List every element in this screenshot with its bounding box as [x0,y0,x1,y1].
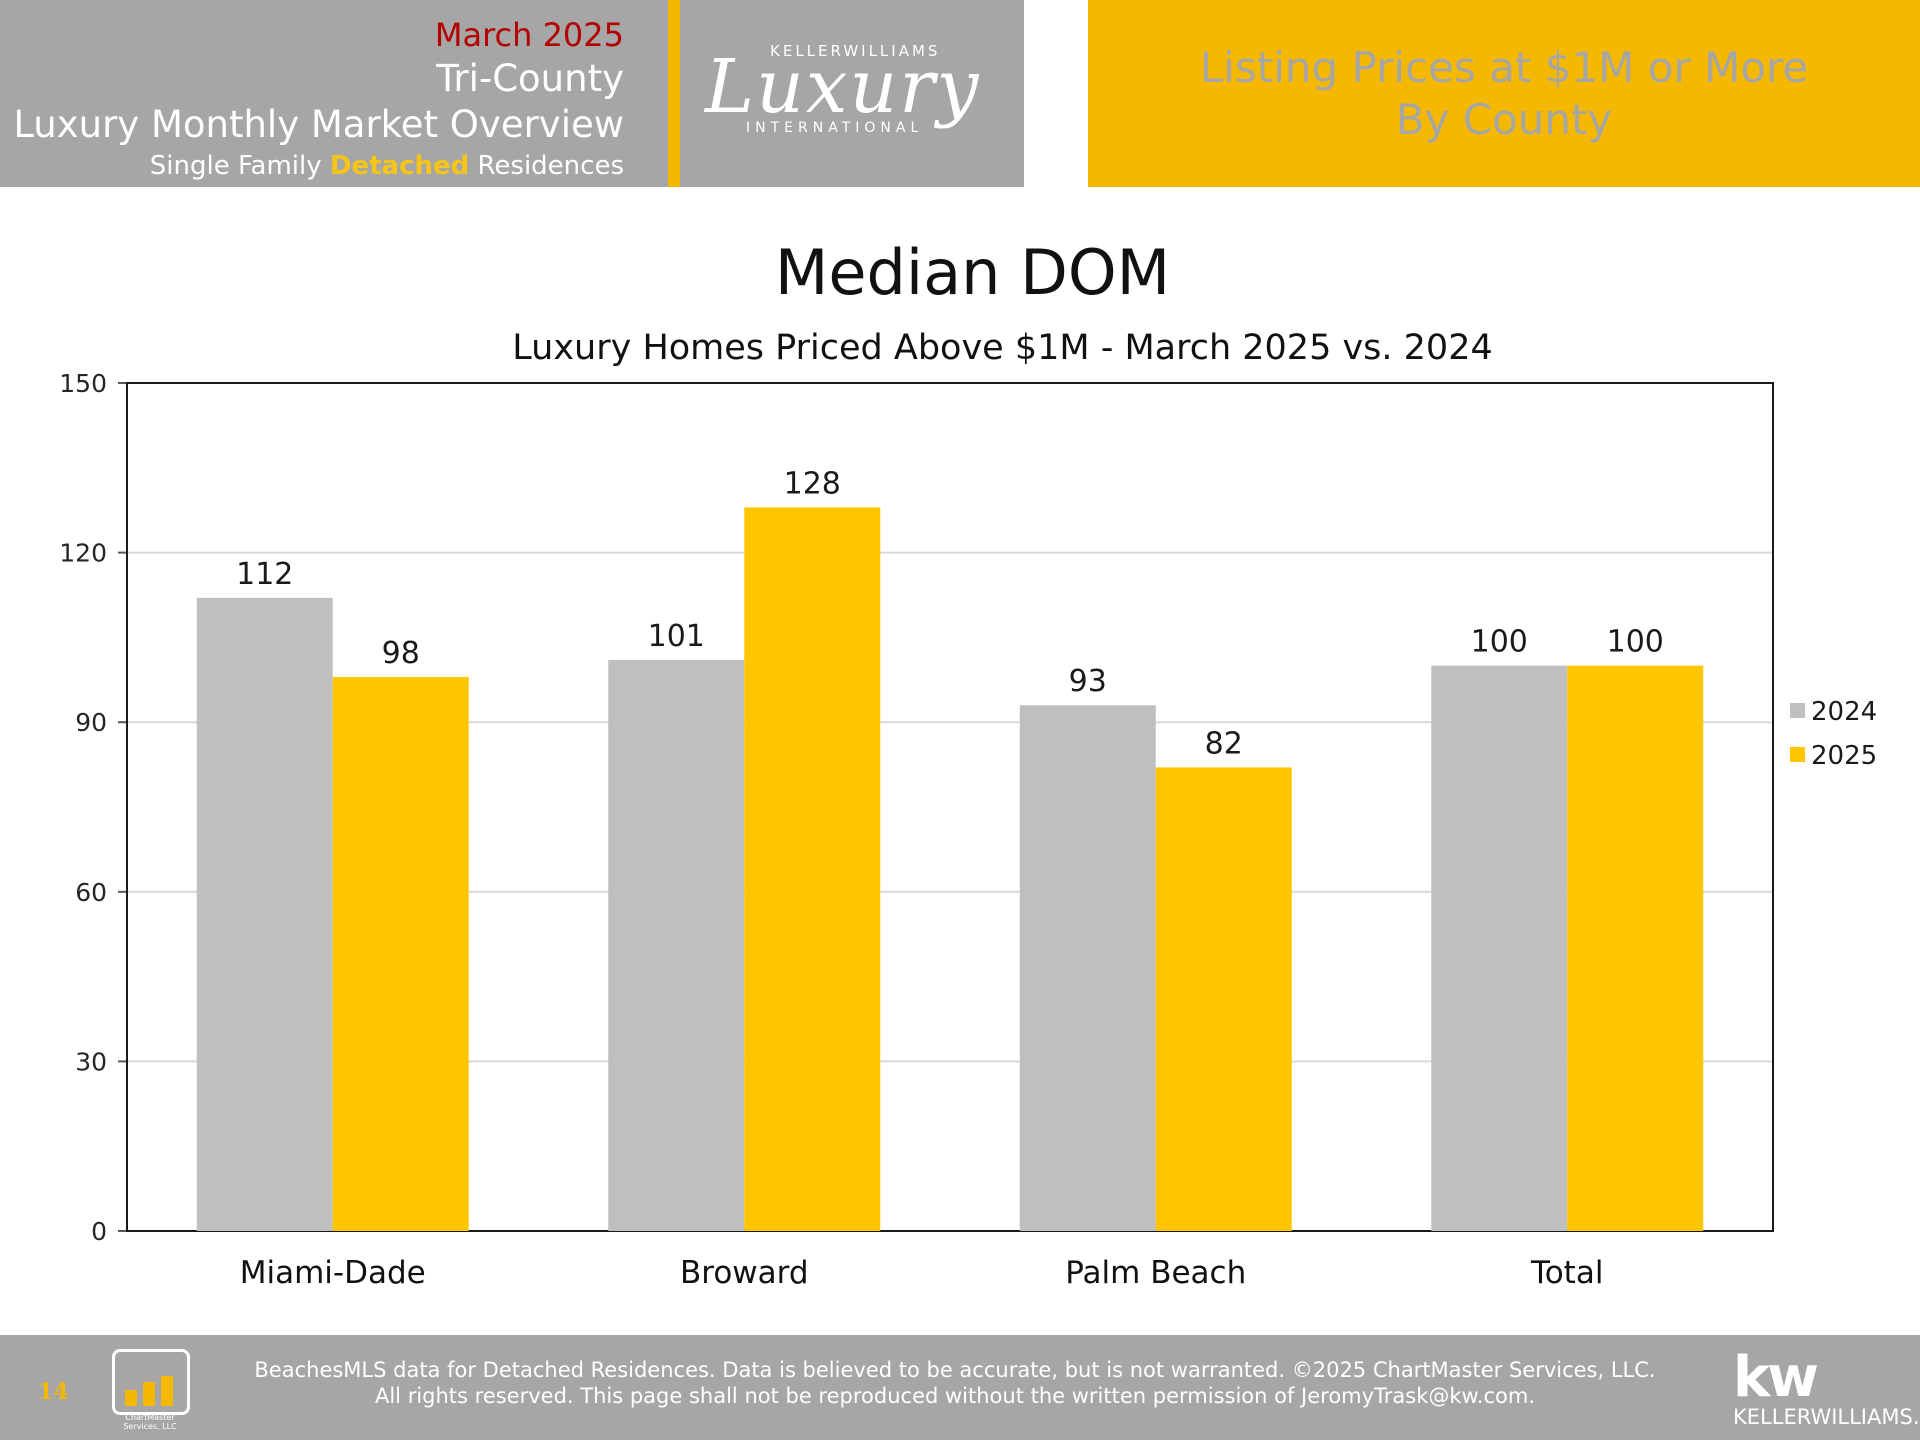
plot-area [126,382,1774,1232]
legend-swatch [1790,747,1805,762]
bar-2024-broward [608,660,745,1231]
data-label: 93 [1069,664,1107,699]
x-tick-label: Miami-Dade [240,1255,426,1291]
data-label: 101 [648,619,705,654]
chartmaster-logo-text: ChartMaster Services, LLC [123,1413,177,1431]
y-tick-label: 120 [59,539,107,568]
subtitle-highlight: Detached [329,151,470,181]
report-month: March 2025 [434,16,624,54]
chart-subtitle: Luxury Homes Priced Above $1M - March 20… [512,328,1493,368]
logo-brand: KELLERWILLIAMS [770,42,941,60]
y-tick-label: 150 [59,369,107,398]
bar-2025-total [1567,665,1704,1231]
section-subtitle: By County [1395,94,1613,144]
report-title: Luxury Monthly Market Overview [13,103,624,146]
bar-2024-total [1431,665,1568,1231]
kw-logo: kw [1733,1345,1819,1410]
legend-swatch [1790,703,1805,718]
disclaimer-line-1: BeachesMLS data for Detached Residences.… [254,1358,1656,1382]
subtitle-prefix: Single Family [149,151,330,181]
data-label: 128 [784,466,841,501]
y-tick-label: 30 [75,1047,107,1076]
x-tick-label: Broward [680,1255,809,1291]
data-label: 82 [1205,726,1243,761]
legend-label: 2025 [1811,741,1877,771]
section-banner: Listing Prices at $1M or More By County [1088,0,1920,187]
header-divider [668,0,680,187]
y-tick-label: 0 [91,1217,107,1246]
x-tick-label: Total [1530,1255,1603,1291]
report-region: Tri-County [436,57,624,100]
data-label: 112 [236,557,293,592]
chartmaster-logo [112,1349,190,1415]
page-number: 14 [38,1379,69,1405]
logo-script: Luxury [705,44,981,130]
subtitle-suffix: Residences [469,151,625,181]
logo-subtext: INTERNATIONAL [746,120,924,136]
footer: 14 ChartMaster Services, LLC BeachesMLS … [0,1335,1920,1440]
bar-2025-palm-beach [1155,767,1292,1231]
kw-wordmark: KELLERWILLIAMS. [1733,1405,1920,1429]
x-tick-label: Palm Beach [1065,1255,1246,1291]
section-title: Listing Prices at $1M or More [1199,42,1809,92]
bar-2025-broward [744,507,881,1231]
data-label: 98 [382,636,420,671]
y-tick-label: 90 [75,708,107,737]
data-label: 100 [1471,625,1528,660]
bar-chart: 0 30 60 90 120 150 112 98 Miami-Dade 101 128 Browar… [59,369,1877,1291]
bar-2024-palm-beach [1019,705,1156,1231]
luxury-logo: KELLERWILLIAMS Luxury INTERNATIONAL [680,0,1024,187]
report-subtitle: Single Family Detached Residences [13,148,624,184]
data-label: 100 [1607,625,1664,660]
chart-title: Median DOM [774,236,1171,309]
legend-label: 2024 [1811,697,1877,727]
bar-2025-miami-dade [332,676,469,1231]
y-tick-label: 60 [75,878,107,907]
bar-2024-miami-dade [196,597,333,1231]
header-title-panel: March 2025 Tri-County Luxury Monthly Mar… [0,0,668,187]
disclaimer-line-2: All rights reserved. This page shall not… [374,1384,1536,1408]
disclaimer: BeachesMLS data for Detached Residences.… [230,1357,1680,1409]
